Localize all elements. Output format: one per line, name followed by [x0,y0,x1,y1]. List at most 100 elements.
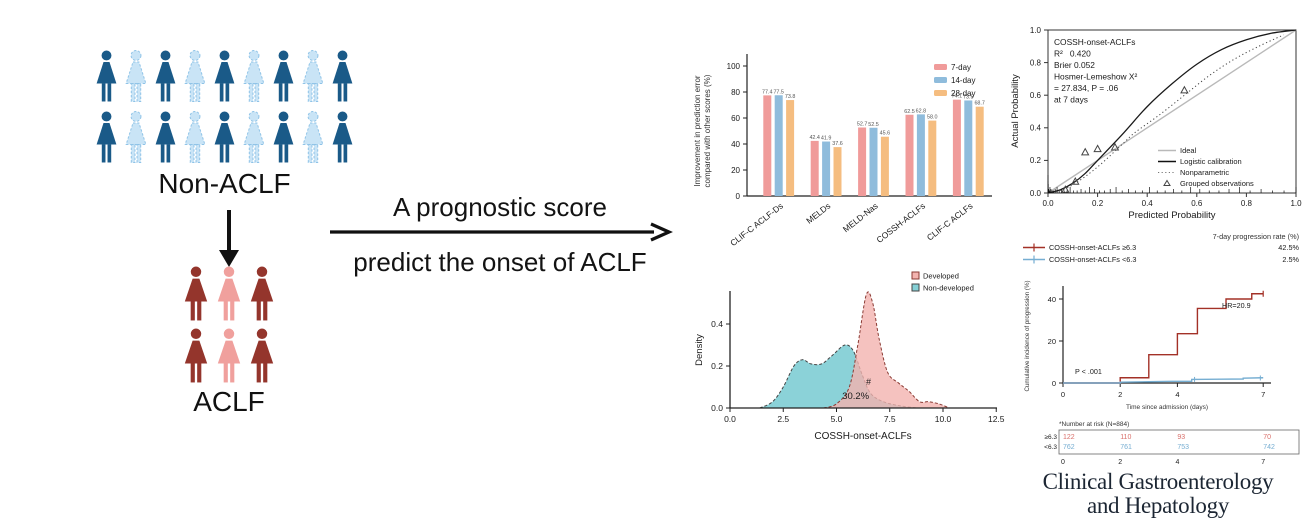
risk-value: 93 [1177,434,1185,441]
person-icon [125,50,147,102]
developed-density-outline [823,291,950,409]
stats-line: at 7 days [1054,95,1088,105]
y-tick-label: 0.2 [1030,156,1042,165]
risk-table-box [1058,429,1300,455]
legend-rate: 42.5% [1278,243,1299,252]
legend-label: Logistic calibration [1180,157,1242,166]
y-axis-title: compared with other scores (%) [703,74,712,187]
person-icon [214,50,235,102]
risk-value: 762 [1063,444,1075,451]
bar [763,95,772,196]
person-icon [184,111,206,163]
hr-annotation: HR=20.9 [1222,301,1251,310]
y-tick-label: 1.0 [1030,26,1042,35]
bar [858,127,867,196]
non-aclf-population-grid [95,50,354,168]
x-axis-title: COSSH-onset-ACLFs [814,431,911,442]
x-tick-label: 7.5 [884,414,896,424]
bar [975,106,984,196]
y-tick-label: 0.0 [1030,189,1042,198]
legend-swatch [934,64,947,70]
person-icon [302,111,324,163]
person-icon [184,328,208,383]
person-icon [332,111,353,163]
risk-value: 742 [1263,444,1275,451]
y-axis-title: Actual Probability [1010,74,1021,148]
x-tick-label: 0 [1061,390,1065,399]
x-category-label: MELDs [804,201,832,226]
non-developed-density-area [759,344,918,408]
arrow-text-top: A prognostic score [393,192,607,222]
person-icon [332,50,353,102]
legend-rate: 2.5% [1282,255,1299,264]
bar [952,99,961,196]
y-tick-label: 0.0 [711,403,723,413]
overlap-annotation: 30.2% [842,391,869,402]
down-arrow-icon [219,210,239,267]
person-icon [217,328,241,383]
bar [822,141,831,196]
y-tick-label: 0 [736,192,741,201]
bar-value-label: 73.5 [963,94,974,100]
x-tick-label: 0.6 [1191,199,1203,208]
risk-value: 753 [1177,444,1189,451]
grouped-observation-marker [1180,85,1189,94]
bar [916,114,925,196]
journal-line1: Clinical Gastroenterology [1042,469,1274,494]
person-icon [243,50,265,102]
arrow-text-bottom: predict the onset of ACLF [353,247,647,277]
right-arrow-icon [330,222,673,242]
x-tick-label: 0.4 [1142,199,1154,208]
stats-line: Hosmer-Lemeshow X² [1054,72,1138,82]
person-icon [250,266,274,321]
person-icon [214,111,235,163]
risk-axis-label: 4 [1175,459,1179,466]
bar-value-label: 68.7 [974,101,985,107]
bar-value-label: 52.5 [868,122,879,128]
legend-label: Grouped observations [1180,179,1254,188]
y-tick-label: 0.4 [1030,124,1042,133]
ideal-line [1047,29,1297,194]
bar-value-label: 62.8 [916,108,927,114]
x-tick-label: 0.2 [1092,199,1104,208]
nonparametric-curve [1052,34,1284,194]
stats-line: = 27.834, P = .06 [1054,83,1118,93]
y-axis-title: Cumulative incidence of progression (%) [1024,280,1031,391]
legend-label: 14-day [951,76,975,85]
person-icon [250,328,274,383]
legend-swatch [934,77,947,83]
person-icon [273,50,294,102]
legend-label: 28-day [951,89,975,98]
bar-value-label: 62.5 [904,109,915,115]
plot-border [1047,29,1297,194]
y-tick-label: 80 [731,88,740,97]
legend-label: Non-developed [923,284,974,293]
grouped-observation-marker [1080,147,1090,156]
legend-triangle-marker [1163,179,1171,186]
y-axis-title: Improvement in prediction error [693,75,702,186]
y-tick-label: 40 [731,140,740,149]
developed-density-area [823,291,950,408]
x-tick-label: 4 [1175,390,1179,399]
risk-row-label: <6.3 [1044,444,1057,451]
bar [905,114,914,196]
person-icon [243,111,265,163]
legend-label: COSSH-onset-ACLFs ≥6.3 [1049,243,1136,252]
risk-row-label: ≥6.3 [1044,434,1057,441]
y-tick-label: 100 [727,62,741,71]
bar-value-label: 58.0 [927,115,938,121]
x-category-label: MELD-Nas [841,201,880,234]
bar [869,127,878,196]
x-category-label: CLIF-C ACLFs [925,201,975,243]
aclf-label: ACLF [193,386,265,417]
risk-axis-label: 2 [1118,459,1122,466]
x-tick-label: 2 [1118,390,1122,399]
x-tick-label: 0.0 [1042,199,1054,208]
bar-value-label: 77.4 [762,89,773,95]
legend-swatch [911,271,920,280]
step-curve [1063,293,1264,384]
y-tick-label: 0 [1052,379,1056,388]
bar [964,100,973,196]
bar-value-label: 52.7 [857,121,868,127]
